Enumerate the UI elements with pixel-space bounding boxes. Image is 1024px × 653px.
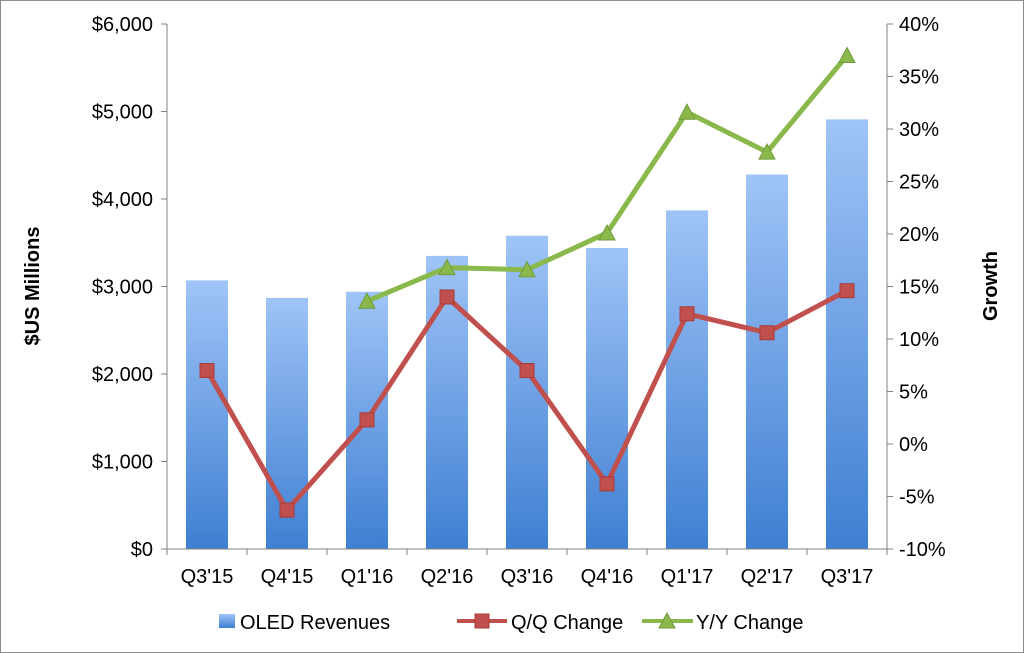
x-tick-label: Q1'17 [661,566,714,588]
left-tick-label: $4,000 [92,189,153,211]
y-y-change-point-q3-16 [518,260,536,278]
q-q-change-point-q2-17 [759,325,775,341]
q-q-change-point-q2-16 [439,289,455,305]
left-tick-label: $1,000 [92,452,153,474]
bar-q3-15 [186,280,228,549]
left-tick-label: $5,000 [92,102,153,124]
left-axis-ticks: $0 $1,000 $2,000 $3,000 $4,000 $5,000 $6,000 [92,14,167,561]
legend-label-oled-revenues: OLED Revenues [240,612,390,634]
bar-q2-16 [426,255,468,549]
y-axis-title: $US Millions [22,227,44,346]
y-y-change-point-q1-16 [358,292,376,309]
x-tick-label: Q2'17 [741,566,794,588]
y2-axis-title: Growth [980,251,1002,321]
y-y-change-point-q1-17 [678,103,696,120]
right-tick-label: 30% [899,119,939,141]
q-q-change-point-q3-16 [519,363,535,378]
left-tick-label: $3,000 [92,277,153,299]
bar-q4-16 [586,248,628,549]
q-q-change-point-q4-16 [599,476,615,492]
q-q-change-point-q4-15 [279,502,295,518]
x-tick-label: Q3'16 [501,566,554,588]
y-y-change-point-q4-16 [598,223,616,241]
legend: OLED Revenues Q/Q Change Y/Y Change [219,611,804,634]
q-q-change-point-q3-17 [839,283,855,299]
x-tick-label: Q4'16 [581,566,634,588]
bars-layer [186,119,868,549]
right-tick-label: 25% [899,172,939,194]
bar-q1-17 [666,210,708,549]
y-y-change-point-q2-17 [758,143,776,160]
x-tick-label: Q4'15 [261,566,314,588]
bar-q3-17 [826,119,868,549]
x-axis-ticks: Q3'15 Q4'15 Q1'16 Q2'16 Q3'16 Q4'16 Q1'17 Q2'17… [166,549,888,588]
left-tick-label: $2,000 [92,364,153,386]
right-tick-label: 15% [899,277,939,299]
right-axis-ticks: -10% -5% 0% 5% 10% 15% 20% 25% 30% 35% 40% [887,14,946,561]
x-tick-label: Q1'16 [341,566,394,588]
right-tick-label: 40% [899,14,939,36]
left-tick-label: $0 [131,539,153,561]
q-q-change-point-q3-15 [199,363,215,378]
bar-q2-17 [746,174,788,549]
y-y-change-point-q3-17 [838,46,856,63]
legend-swatch-oled-revenues [219,614,235,628]
q-q-change-point-q1-17 [679,306,695,322]
right-tick-label: 0% [899,434,928,456]
q-q-change-point-q1-16 [359,412,375,428]
right-tick-label: 5% [899,382,928,404]
legend-label-yy-change: Y/Y Change [696,612,804,634]
x-tick-label: Q3'17 [821,566,874,588]
legend-label-qq-change: Q/Q Change [511,612,623,634]
lines-layer [199,46,856,518]
y-y-change-point-q2-16 [438,258,456,276]
x-tick-label: Q3'15 [181,566,234,588]
right-tick-label: -10% [899,539,946,561]
right-tick-label: 10% [899,329,939,351]
legend-swatch-yy-marker [658,611,676,629]
right-tick-label: 20% [899,224,939,246]
left-tick-label: $6,000 [92,14,153,36]
legend-swatch-qq-marker [474,613,490,629]
right-tick-label: -5% [899,487,935,509]
x-tick-label: Q2'16 [421,566,474,588]
right-tick-label: 35% [899,67,939,89]
